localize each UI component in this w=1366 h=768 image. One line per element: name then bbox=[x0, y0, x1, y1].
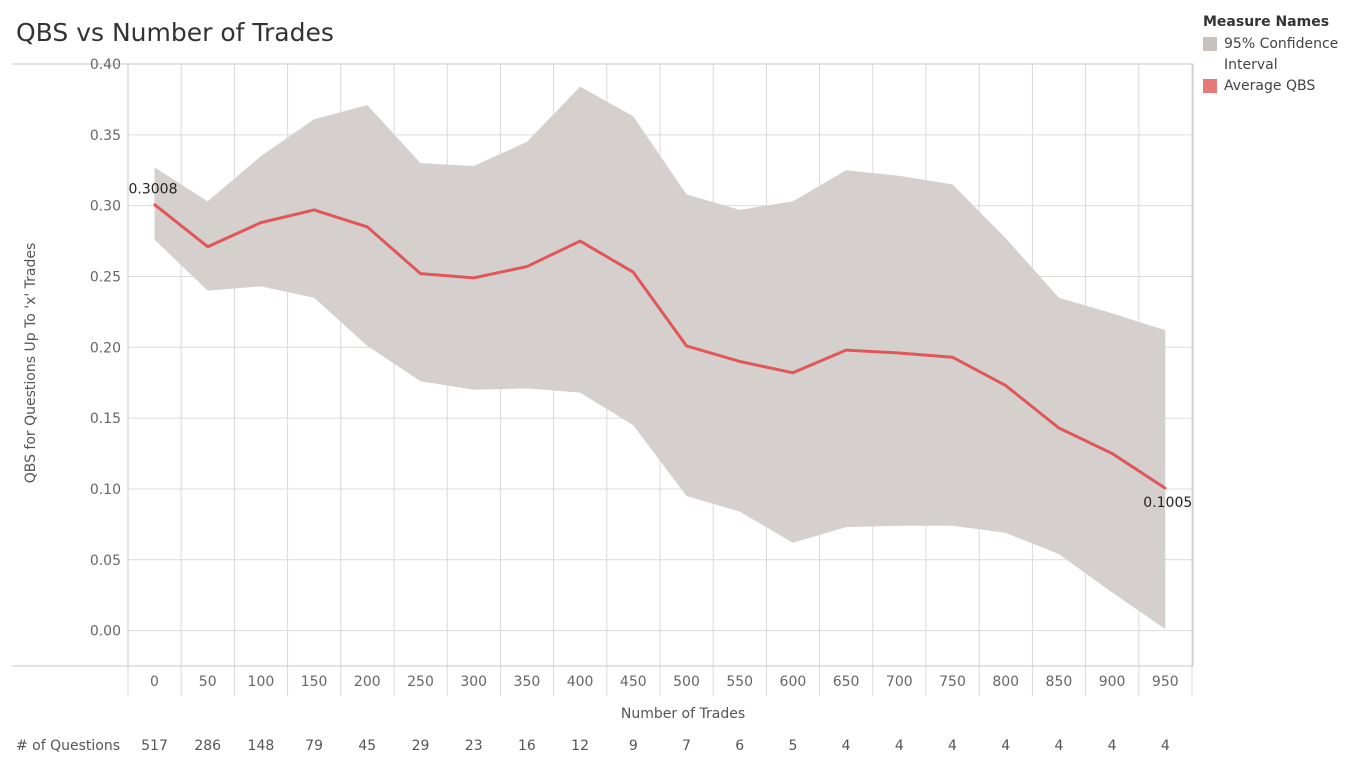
questions-count-value: 9 bbox=[629, 738, 638, 754]
data-label-last: 0.1005 bbox=[1143, 495, 1192, 511]
confidence-interval-band bbox=[154, 86, 1166, 630]
questions-count-value: 7 bbox=[682, 738, 691, 754]
questions-count-value: 6 bbox=[735, 738, 744, 754]
legend-swatch-confidence-interval bbox=[1203, 37, 1217, 51]
y-axis-title: QBS for Questions Up To 'x' Trades bbox=[23, 243, 39, 484]
x-tick-label: 900 bbox=[1099, 674, 1126, 690]
x-tick-label: 850 bbox=[1046, 674, 1073, 690]
y-tick-label: 0.15 bbox=[90, 411, 121, 427]
questions-count-value: 29 bbox=[412, 738, 430, 754]
y-tick-label: 0.40 bbox=[90, 57, 121, 73]
average-qbs-line bbox=[153, 203, 1167, 490]
x-tick-label: 800 bbox=[992, 674, 1019, 690]
chart-frame bbox=[12, 63, 1194, 667]
x-tick-label: 950 bbox=[1152, 674, 1179, 690]
legend: Measure Names 95% Confidence Interval Av… bbox=[1203, 14, 1363, 97]
legend-item-average-qbs[interactable]: Average QBS bbox=[1203, 76, 1363, 97]
average-qbs-point bbox=[1164, 487, 1167, 490]
x-tick-label: 450 bbox=[620, 674, 647, 690]
average-qbs-point bbox=[153, 203, 156, 206]
average-qbs-point bbox=[1004, 384, 1007, 387]
average-qbs-point bbox=[259, 221, 263, 224]
x-tick-label: 150 bbox=[301, 674, 328, 690]
x-tick-label: 750 bbox=[939, 674, 966, 690]
questions-count-value: 12 bbox=[571, 738, 589, 754]
x-tick-label: 500 bbox=[673, 674, 700, 690]
average-line-layer bbox=[153, 203, 1167, 490]
questions-count-label: # of Questions bbox=[16, 738, 120, 754]
average-qbs-point bbox=[844, 348, 848, 352]
average-qbs-point bbox=[1057, 426, 1061, 430]
data-label-first: 0.3008 bbox=[129, 182, 178, 198]
questions-count-value: 4 bbox=[1001, 738, 1010, 754]
legend-title: Measure Names bbox=[1203, 14, 1330, 30]
x-axis-ticks: 0 50 100 150 200 250 300 350 400 450 500 550 600 650 7… bbox=[150, 674, 1179, 690]
questions-count-value: 16 bbox=[518, 738, 536, 754]
chart-title: QBS vs Number of Trades bbox=[16, 18, 334, 47]
average-qbs-point bbox=[419, 272, 422, 275]
questions-count-value: 79 bbox=[305, 738, 323, 754]
questions-count-value: 4 bbox=[1108, 738, 1117, 754]
average-qbs-point bbox=[1110, 452, 1114, 455]
x-tick-label: 250 bbox=[407, 674, 434, 690]
y-tick-label: 0.35 bbox=[90, 128, 121, 144]
x-tick-label: 700 bbox=[886, 674, 913, 690]
questions-count-value: 517 bbox=[141, 738, 168, 754]
y-tick-label: 0.00 bbox=[90, 624, 121, 640]
x-tick-label: 200 bbox=[354, 674, 381, 690]
legend-label: Average QBS bbox=[1224, 78, 1316, 94]
questions-count-value: 286 bbox=[194, 738, 221, 754]
y-tick-label: 0.20 bbox=[90, 340, 121, 356]
legend-item-confidence-interval[interactable]: 95% Confidence Interval bbox=[1203, 34, 1363, 76]
average-qbs-point bbox=[578, 239, 582, 243]
questions-count-value: 4 bbox=[1054, 738, 1063, 754]
average-qbs-point bbox=[366, 225, 369, 229]
x-tick-label: 400 bbox=[567, 674, 594, 690]
x-tick-label: 50 bbox=[199, 674, 217, 690]
y-axis-ticks: 0.40 0.35 0.30 0.25 0.20 0.15 0.10 0.05 0.00 bbox=[90, 57, 121, 640]
y-tick-label: 0.25 bbox=[90, 269, 121, 285]
average-qbs-point bbox=[738, 360, 741, 363]
x-tick-label: 300 bbox=[460, 674, 487, 690]
average-qbs-point bbox=[791, 371, 795, 374]
average-qbs-point bbox=[525, 265, 529, 268]
average-qbs-point bbox=[951, 356, 954, 359]
questions-count-value: 4 bbox=[1161, 738, 1170, 754]
average-qbs-point bbox=[685, 344, 688, 348]
x-tick-label: 550 bbox=[726, 674, 753, 690]
questions-count-value: 148 bbox=[248, 738, 275, 754]
questions-count-value: 4 bbox=[895, 738, 904, 754]
x-tick-label: 0 bbox=[150, 674, 159, 690]
average-qbs-point bbox=[632, 271, 635, 274]
y-tick-label: 0.05 bbox=[90, 553, 121, 569]
x-tick-label: 350 bbox=[514, 674, 541, 690]
legend-label: 95% Confidence Interval bbox=[1224, 36, 1339, 73]
questions-count-value: 23 bbox=[465, 738, 483, 754]
questions-count-row: 517 286 148 79 45 29 23 16 12 9 7 6 5 4 4 4 4 4 4 4 bbox=[141, 738, 1170, 754]
y-tick-label: 0.10 bbox=[90, 482, 121, 498]
data-labels: 0.3008 0.1005 bbox=[129, 182, 1193, 512]
average-qbs-point bbox=[206, 245, 209, 248]
legend-swatch-average-qbs bbox=[1203, 79, 1217, 93]
x-axis-title: Number of Trades bbox=[621, 706, 745, 722]
confidence-band-layer bbox=[154, 86, 1166, 630]
x-tick-label: 600 bbox=[780, 674, 807, 690]
questions-count-value: 4 bbox=[948, 738, 957, 754]
average-qbs-point bbox=[898, 351, 901, 355]
average-qbs-point bbox=[312, 208, 316, 212]
x-tick-label: 100 bbox=[248, 674, 275, 690]
average-qbs-point bbox=[472, 276, 475, 280]
x-tick-label: 650 bbox=[833, 674, 860, 690]
questions-count-value: 4 bbox=[842, 738, 851, 754]
questions-count-value: 45 bbox=[358, 738, 376, 754]
questions-count-value: 5 bbox=[788, 738, 797, 754]
y-tick-label: 0.30 bbox=[90, 199, 121, 215]
